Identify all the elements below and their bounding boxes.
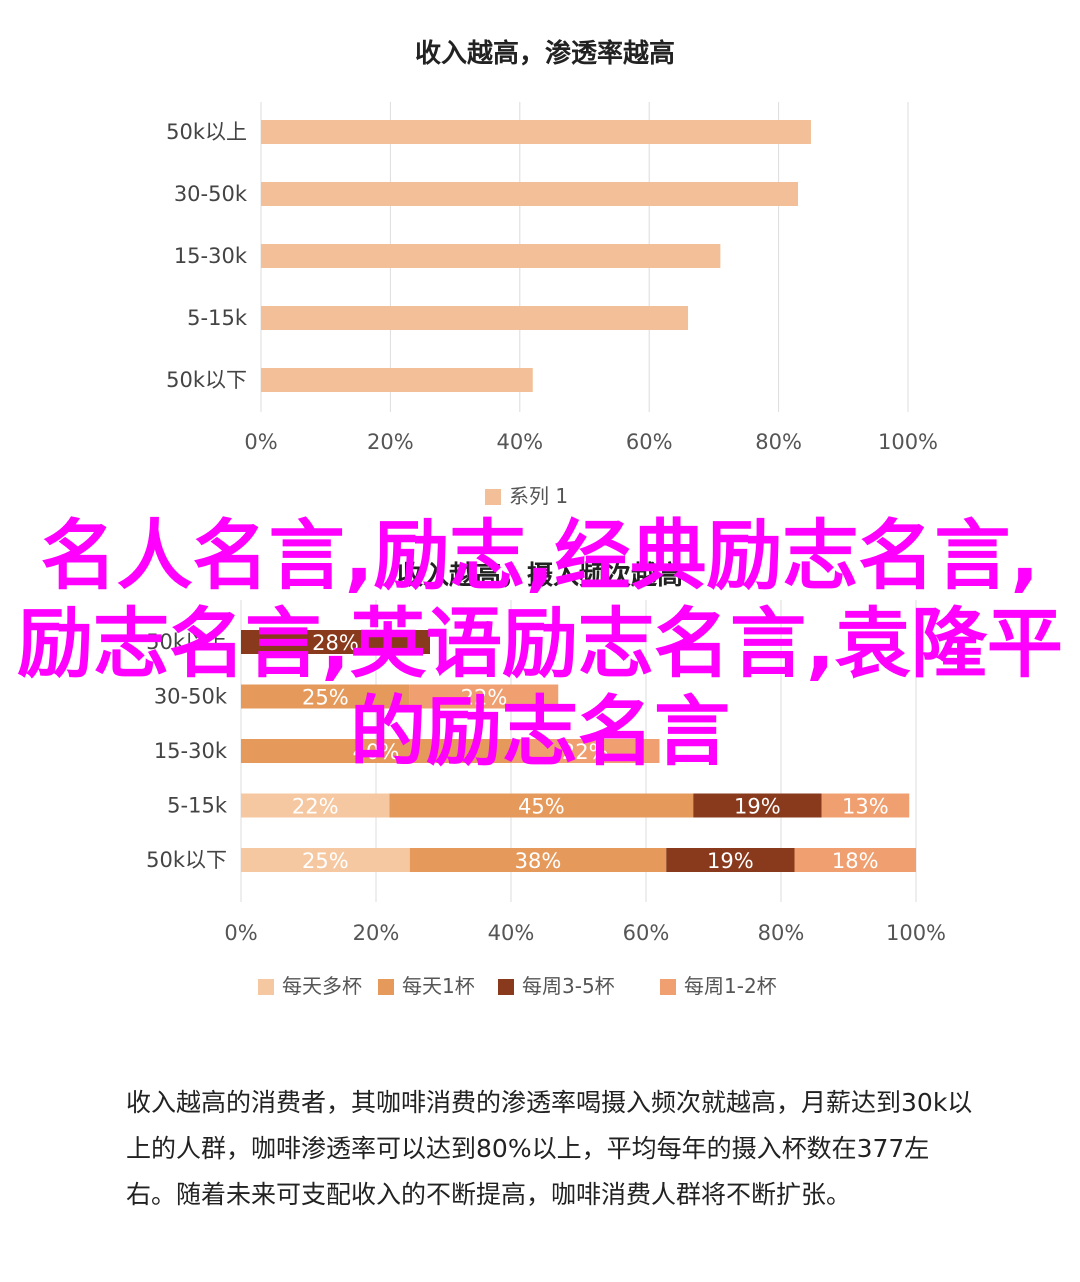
category-label: 50k以上 xyxy=(166,120,247,144)
data-label: 22% xyxy=(292,795,339,819)
legend-label: 每天1杯 xyxy=(402,974,475,998)
category-label: 30-50k xyxy=(154,685,228,709)
x-tick-label: 60% xyxy=(626,430,673,454)
x-tick-label: 100% xyxy=(878,430,938,454)
bar xyxy=(666,848,795,872)
data-label: 22% xyxy=(562,740,609,764)
category-label: 15-30k xyxy=(174,244,248,268)
legend-swatch xyxy=(258,979,274,995)
bar xyxy=(261,244,721,268)
x-tick-label: 80% xyxy=(755,430,802,454)
chart-title: 收入越高，渗透率越高 xyxy=(415,38,675,69)
chart-frequency-svg: 收入越高，摄入频次越高 0% 20% 40% 60% 80% 100% 50k以上 28% 30… xyxy=(146,560,946,998)
data-label: 13% xyxy=(842,795,889,819)
bar xyxy=(261,120,811,144)
category-label: 50k以上 xyxy=(146,630,227,654)
data-label: 19% xyxy=(707,849,754,873)
data-label: 25% xyxy=(302,686,349,710)
x-tick-label: 40% xyxy=(488,921,535,945)
bar xyxy=(261,368,533,392)
data-label: 40% xyxy=(353,740,400,764)
x-tick-label: 100% xyxy=(886,921,946,945)
category-label: 5-15k xyxy=(167,794,228,818)
x-tick-label: 0% xyxy=(244,430,277,454)
bar xyxy=(693,793,822,818)
x-tick-label: 40% xyxy=(496,430,543,454)
bar xyxy=(241,848,410,872)
description-paragraph: 收入越高的消费者，其咖啡消费的渗透率喝摄入频次就越高，月薪达到30k以上的人群，… xyxy=(126,1088,973,1209)
chart-frequency: 收入越高，摄入频次越高 0% 20% 40% 60% 80% 100% 50k以上 28% 30… xyxy=(0,540,1080,1020)
data-label: 28% xyxy=(312,631,359,655)
category-label: 30-50k xyxy=(174,182,248,206)
bar xyxy=(261,182,799,206)
legend-swatch xyxy=(660,979,676,995)
legend-swatch xyxy=(378,979,394,995)
bar xyxy=(389,793,694,818)
bar xyxy=(241,684,410,709)
bar xyxy=(241,739,511,763)
bar xyxy=(241,630,430,654)
data-label: 19% xyxy=(734,795,781,819)
bar xyxy=(511,739,660,763)
legend-swatch xyxy=(485,489,501,505)
data-label: 22% xyxy=(461,686,508,710)
legend-label: 系列 1 xyxy=(509,484,568,508)
category-label: 5-15k xyxy=(187,306,248,330)
x-tick-label: 20% xyxy=(367,430,414,454)
chart-title: 收入越高，摄入频次越高 xyxy=(397,560,683,591)
category-label: 15-30k xyxy=(154,739,228,763)
category-label: 50k以下 xyxy=(166,368,247,392)
data-label: 45% xyxy=(518,795,565,819)
chart-penetration: 收入越高，渗透率越高 0% 20% 40% 60% 80% 100% 50k以上 30-50k… xyxy=(0,0,1080,520)
bar xyxy=(241,793,390,818)
bar xyxy=(794,848,916,872)
data-label: 18% xyxy=(832,849,879,873)
bar xyxy=(409,848,667,872)
legend-label: 每周1-2杯 xyxy=(684,974,777,998)
legend-swatch xyxy=(498,979,514,995)
data-label: 38% xyxy=(515,849,562,873)
legend-label: 每天多杯 xyxy=(282,974,362,998)
bar xyxy=(409,684,559,709)
legend-label: 每周3-5杯 xyxy=(522,974,615,998)
chart-penetration-svg: 收入越高，渗透率越高 0% 20% 40% 60% 80% 100% 50k以上 30-50k… xyxy=(166,38,938,508)
x-tick-label: 20% xyxy=(353,921,400,945)
data-label: 25% xyxy=(302,849,349,873)
bar xyxy=(261,306,689,330)
x-tick-label: 60% xyxy=(623,921,670,945)
x-tick-label: 80% xyxy=(758,921,805,945)
bar xyxy=(821,793,910,818)
category-label: 50k以下 xyxy=(146,848,227,872)
x-tick-label: 0% xyxy=(224,921,257,945)
